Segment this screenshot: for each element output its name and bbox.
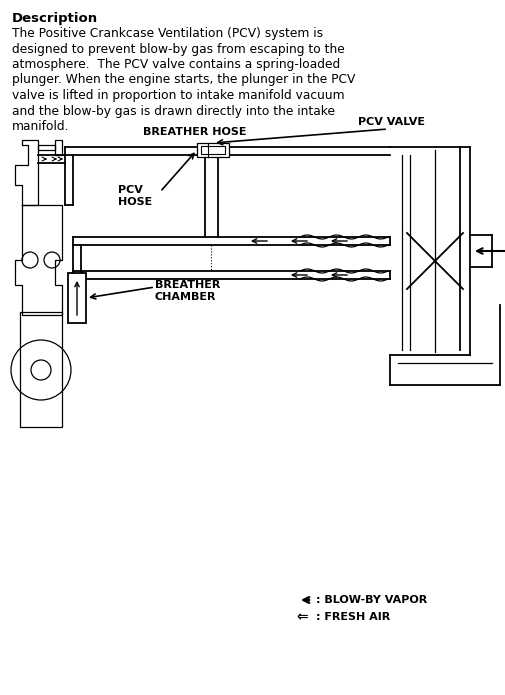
Text: valve is lifted in proportion to intake manifold vacuum: valve is lifted in proportion to intake … [12,89,344,102]
Bar [68,273,86,323]
Text: and the blow-by gas is drawn directly into the intake: and the blow-by gas is drawn directly in… [12,104,334,117]
Text: BREATHER HOSE: BREATHER HOSE [143,127,246,137]
Bar [196,143,229,157]
Text: ⇐: ⇐ [295,610,307,624]
Text: Description: Description [12,12,98,25]
Text: manifold.: manifold. [12,120,69,133]
Text: BREATHER
CHAMBER: BREATHER CHAMBER [155,280,220,302]
Text: plunger. When the engine starts, the plunger in the PCV: plunger. When the engine starts, the plu… [12,74,355,86]
Text: : FRESH AIR: : FRESH AIR [316,612,389,622]
Bar [20,312,62,427]
Text: : BLOW-BY VAPOR: : BLOW-BY VAPOR [316,595,426,605]
Bar [200,146,225,154]
Text: designed to prevent blow-by gas from escaping to the: designed to prevent blow-by gas from esc… [12,42,344,56]
Text: atmosphere.  The PCV valve contains a spring-loaded: atmosphere. The PCV valve contains a spr… [12,58,339,71]
Text: PCV
HOSE: PCV HOSE [118,185,152,207]
Text: The Positive Crankcase Ventilation (PCV) system is: The Positive Crankcase Ventilation (PCV)… [12,27,323,40]
Text: PCV VALVE: PCV VALVE [358,117,424,127]
